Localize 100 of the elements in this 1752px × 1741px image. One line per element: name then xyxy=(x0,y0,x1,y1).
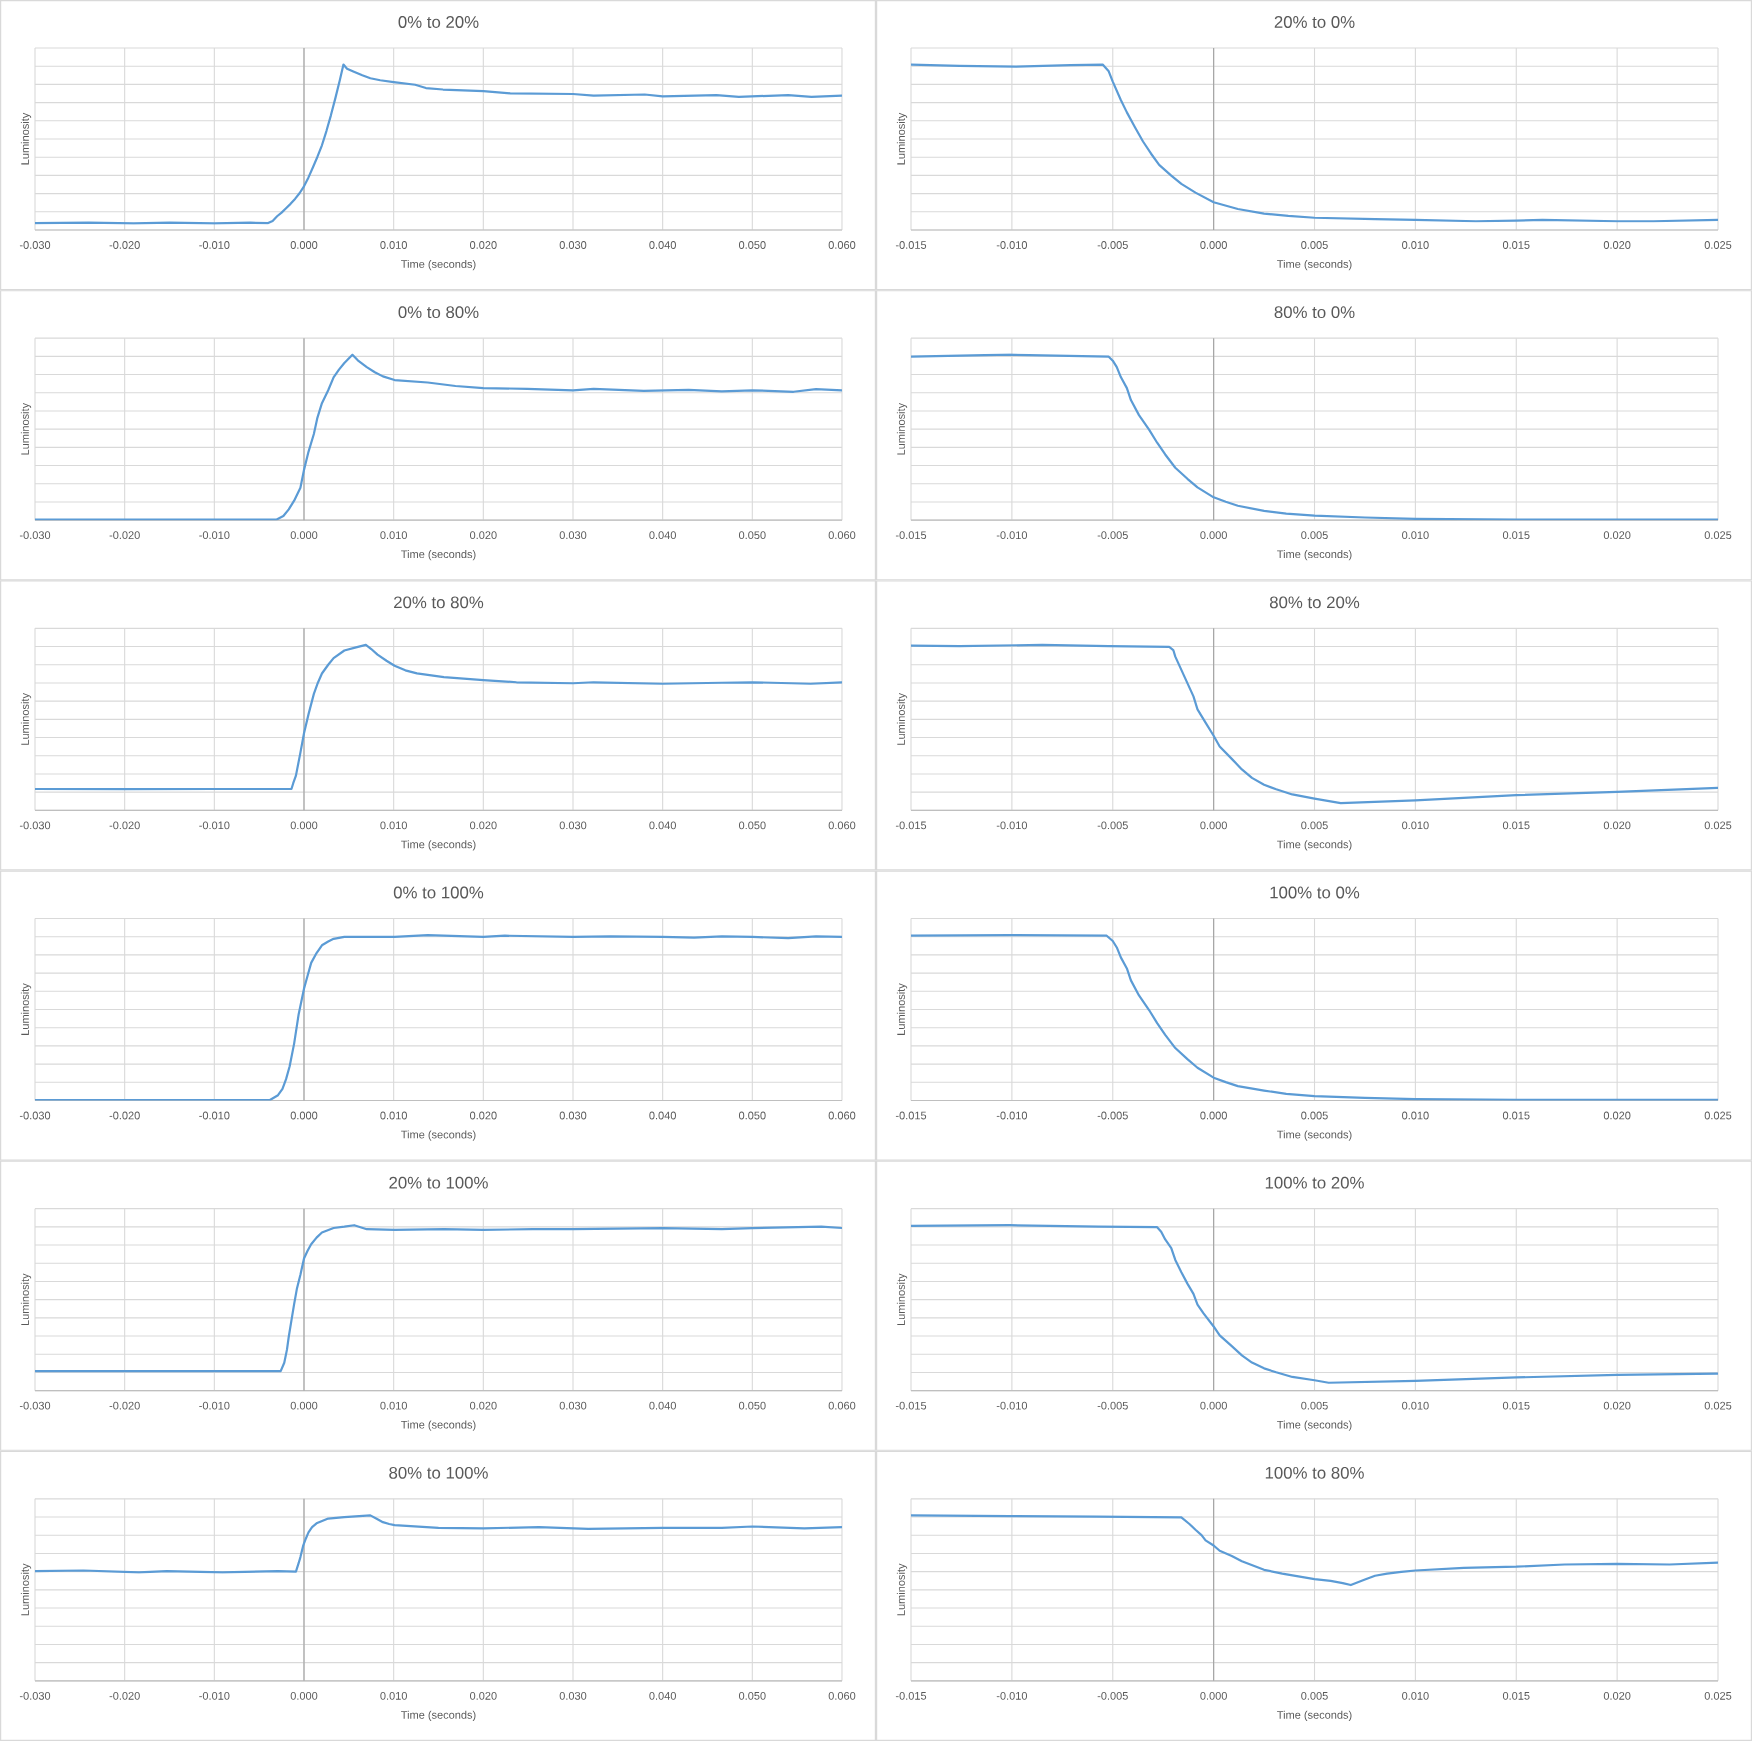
x-axis-title: Time (seconds) xyxy=(401,1710,476,1721)
chart-title: 20% to 100% xyxy=(389,1176,488,1189)
x-tick-label: -0.030 xyxy=(19,531,51,540)
x-axis-title: Time (seconds) xyxy=(401,550,476,561)
x-tick-label: 0.020 xyxy=(1603,531,1631,540)
y-axis-title: Luminosity xyxy=(896,112,908,165)
x-tick-label: 0.015 xyxy=(1502,531,1530,540)
x-tick-label: 0.010 xyxy=(380,1111,407,1120)
y-axis-title: Luminosity xyxy=(20,693,32,745)
x-tick-label: 0.000 xyxy=(290,821,318,830)
x-tick-label: 0.010 xyxy=(380,1401,407,1410)
x-tick-label: 0.030 xyxy=(559,1401,587,1410)
x-tick-label: 0.010 xyxy=(1402,821,1429,830)
x-tick-label: -0.020 xyxy=(109,531,140,540)
x-tick-label: 0.040 xyxy=(649,241,676,249)
x-tick-label: 0.020 xyxy=(470,821,497,830)
x-tick-label: 0.060 xyxy=(828,241,856,249)
x-tick-label: 0.040 xyxy=(649,1111,676,1120)
x-tick-label: 0.050 xyxy=(738,821,766,830)
x-tick-label: 0.000 xyxy=(290,241,318,249)
chart-title: 20% to 0% xyxy=(1274,16,1355,28)
x-axis-title: Time (seconds) xyxy=(401,1420,476,1431)
x-tick-label: 0.000 xyxy=(1200,1401,1227,1410)
x-tick-label: 0.015 xyxy=(1502,1111,1530,1120)
x-tick-label: 0.030 xyxy=(559,1691,587,1700)
x-tick-label: -0.030 xyxy=(19,1691,51,1700)
x-tick-label: 0.005 xyxy=(1301,821,1328,830)
x-tick-label: 0.000 xyxy=(290,531,318,540)
y-axis-title: Luminosity xyxy=(20,402,32,455)
x-tick-label: -0.010 xyxy=(996,241,1028,249)
x-tick-label: 0.000 xyxy=(1200,531,1227,540)
x-tick-label: -0.010 xyxy=(996,1691,1028,1700)
x-tick-label: 0.030 xyxy=(559,1111,587,1120)
x-tick-label: -0.005 xyxy=(1097,241,1128,249)
x-tick-label: 0.040 xyxy=(649,1691,676,1700)
y-axis-title: Luminosity xyxy=(896,402,908,455)
chart-title: 80% to 100% xyxy=(389,1466,488,1479)
x-tick-label: -0.030 xyxy=(19,241,51,249)
x-tick-label: -0.005 xyxy=(1097,531,1128,540)
y-axis-title: Luminosity xyxy=(896,983,908,1035)
chart-title: 0% to 80% xyxy=(398,306,479,319)
chart-title: 100% to 20% xyxy=(1265,1176,1364,1189)
x-tick-label: 0.025 xyxy=(1704,1401,1732,1410)
x-tick-label: 0.025 xyxy=(1704,241,1732,249)
y-axis-title: Luminosity xyxy=(20,1273,32,1326)
x-axis-title: Time (seconds) xyxy=(401,1130,476,1141)
x-tick-label: 0.020 xyxy=(470,531,497,540)
x-tick-label: 0.050 xyxy=(738,1111,766,1120)
x-tick-label: -0.005 xyxy=(1097,1691,1128,1700)
x-tick-label: 0.060 xyxy=(828,1691,856,1700)
chart-title: 100% to 80% xyxy=(1265,1466,1364,1479)
x-axis-title: Time (seconds) xyxy=(1277,259,1352,271)
x-tick-label: 0.020 xyxy=(1603,1691,1631,1700)
x-tick-label: -0.020 xyxy=(109,241,140,249)
x-tick-label: 0.000 xyxy=(1200,241,1227,249)
x-tick-label: 0.060 xyxy=(828,1401,856,1410)
y-axis-title: Luminosity xyxy=(896,693,908,745)
x-tick-label: -0.010 xyxy=(199,241,230,249)
x-tick-label: 0.005 xyxy=(1301,1111,1328,1120)
x-tick-label: -0.030 xyxy=(19,1401,51,1410)
y-axis-title: Luminosity xyxy=(896,1273,908,1326)
x-axis-title: Time (seconds) xyxy=(401,840,476,851)
x-tick-label: 0.060 xyxy=(828,1111,856,1120)
x-tick-label: -0.020 xyxy=(109,821,140,830)
x-tick-label: 0.010 xyxy=(1402,1691,1429,1700)
x-tick-label: -0.010 xyxy=(199,1691,230,1700)
x-tick-label: 0.010 xyxy=(1402,531,1429,540)
x-tick-label: 0.010 xyxy=(380,1691,407,1700)
x-axis-title: Time (seconds) xyxy=(1277,840,1352,851)
x-tick-label: 0.050 xyxy=(738,1401,766,1410)
x-tick-label: 0.050 xyxy=(738,531,766,540)
x-tick-label: 0.015 xyxy=(1502,821,1530,830)
x-tick-label: -0.015 xyxy=(895,821,927,830)
x-axis-title: Time (seconds) xyxy=(1277,550,1352,561)
x-tick-label: 0.010 xyxy=(1402,1401,1429,1410)
x-tick-label: 0.000 xyxy=(1200,1691,1227,1700)
chart-title: 0% to 20% xyxy=(398,16,479,28)
x-tick-label: -0.020 xyxy=(109,1111,140,1120)
x-tick-label: 0.040 xyxy=(649,1401,676,1410)
x-tick-label: 0.015 xyxy=(1502,241,1530,249)
y-axis-title: Luminosity xyxy=(20,1563,32,1616)
x-tick-label: 0.025 xyxy=(1704,531,1732,540)
y-axis-title: Luminosity xyxy=(20,112,32,165)
x-tick-label: -0.010 xyxy=(996,821,1028,830)
x-tick-label: 0.025 xyxy=(1704,821,1732,830)
x-tick-label: 0.010 xyxy=(380,241,407,249)
x-tick-label: 0.025 xyxy=(1704,1691,1732,1700)
x-tick-label: -0.015 xyxy=(895,1401,927,1410)
x-tick-label: 0.020 xyxy=(1603,821,1631,830)
x-tick-label: 0.030 xyxy=(559,241,587,249)
x-tick-label: -0.015 xyxy=(895,241,927,249)
x-tick-label: -0.015 xyxy=(895,531,927,540)
x-tick-label: 0.000 xyxy=(1200,1111,1227,1120)
x-tick-label: 0.000 xyxy=(1200,821,1227,830)
x-tick-label: 0.005 xyxy=(1301,1691,1328,1700)
chart-title: 100% to 0% xyxy=(1270,886,1360,899)
x-tick-label: 0.005 xyxy=(1301,531,1328,540)
x-tick-label: 0.060 xyxy=(828,821,856,830)
x-tick-label: 0.040 xyxy=(649,821,676,830)
x-tick-label: 0.000 xyxy=(290,1111,318,1120)
